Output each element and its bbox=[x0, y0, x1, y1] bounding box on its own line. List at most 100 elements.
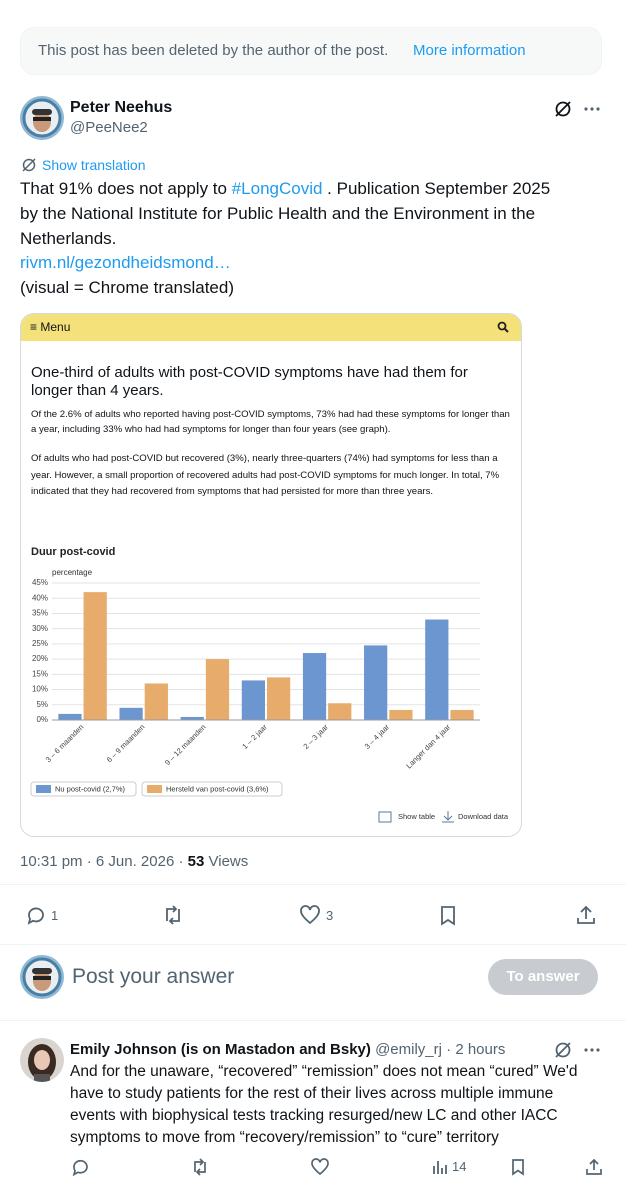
reply-text-line: events with biophysical tests tracking r… bbox=[70, 1107, 558, 1124]
views-icon[interactable] bbox=[430, 1157, 450, 1177]
answer-button[interactable]: To answer bbox=[488, 959, 598, 995]
y-tick-label: 0% bbox=[36, 715, 48, 724]
legend-box bbox=[30, 781, 137, 797]
y-tick-label: 45% bbox=[32, 578, 48, 587]
bar bbox=[180, 716, 204, 720]
divider bbox=[0, 1020, 626, 1021]
bar bbox=[144, 683, 168, 720]
more-icon[interactable] bbox=[582, 1040, 602, 1060]
text: . Publication September 2025 bbox=[322, 179, 551, 198]
reply-author-handle[interactable]: @emily_rj bbox=[375, 1041, 442, 1058]
bar bbox=[450, 709, 474, 720]
post-link[interactable]: rivm.nl/gezondheidsmond… bbox=[20, 253, 231, 272]
image-paragraph: Of the 2.6% of adults who reported havin… bbox=[31, 409, 510, 435]
bar bbox=[205, 659, 230, 720]
more-icon[interactable] bbox=[582, 99, 602, 119]
share-icon[interactable] bbox=[584, 1157, 604, 1177]
x-tick-label: 1 – 2 jaar bbox=[240, 722, 269, 751]
x-tick-label: 3 – 6 maanden bbox=[44, 722, 86, 764]
reply-text-line: symptoms to move from “recovery/remissio… bbox=[70, 1129, 499, 1146]
y-tick-label: 20% bbox=[32, 654, 48, 663]
reply-icon[interactable] bbox=[70, 1157, 90, 1177]
y-tick-label: 40% bbox=[32, 593, 48, 602]
download-label: Download data bbox=[458, 812, 509, 821]
author-name[interactable]: Peter Neehus bbox=[70, 99, 173, 116]
text: That 91% does not apply to bbox=[20, 179, 232, 198]
table-icon bbox=[378, 811, 392, 823]
menu-bar: ≡ Menu bbox=[21, 314, 521, 341]
bar bbox=[389, 709, 413, 720]
divider bbox=[0, 884, 626, 885]
notice-text: This post has been deleted by the author… bbox=[38, 42, 389, 59]
bookmark-icon[interactable] bbox=[508, 1157, 528, 1177]
avatar[interactable] bbox=[20, 1038, 64, 1082]
legend-swatch bbox=[147, 785, 162, 793]
reply-header: Emily Johnson (is on Mastadon and Bsky) … bbox=[70, 1041, 506, 1058]
bar bbox=[267, 677, 291, 720]
translate-icon bbox=[22, 158, 36, 172]
y-tick-label: 5% bbox=[36, 700, 48, 709]
like-icon[interactable] bbox=[299, 904, 321, 926]
reply-text-line: And for the unaware, “recovered” “remiss… bbox=[70, 1063, 578, 1080]
share-icon[interactable] bbox=[575, 904, 597, 926]
image-heading: One-third of adults with post-COVID symp… bbox=[31, 364, 468, 399]
bar bbox=[119, 707, 143, 720]
reply-icon[interactable] bbox=[25, 904, 47, 926]
reply-time[interactable]: 2 hours bbox=[455, 1041, 506, 1058]
reply-count: 1 bbox=[51, 908, 59, 923]
notice-link[interactable]: More information bbox=[413, 42, 526, 59]
grok-icon[interactable] bbox=[553, 1040, 573, 1060]
reply-text-line: have to study patients for the rest of t… bbox=[70, 1085, 554, 1102]
y-tick-label: 15% bbox=[32, 669, 48, 678]
bar bbox=[302, 653, 327, 720]
bookmark-icon[interactable] bbox=[437, 904, 459, 926]
chart: Duur post-covid percentage 0% 5% 10% 15% 20% 25… bbox=[30, 546, 509, 823]
hashtag[interactable]: #LongCovid bbox=[231, 179, 323, 198]
avatar[interactable] bbox=[20, 96, 64, 140]
x-tick-label: 3 – 4 jaar bbox=[363, 722, 392, 751]
x-tick-label: 9 – 12 maanden bbox=[163, 722, 208, 767]
reply-author-name[interactable]: Emily Johnson (is on Mastadon and Bsky) bbox=[70, 1041, 371, 1058]
x-tick-label: 6 – 9 maanden bbox=[105, 722, 147, 764]
bar bbox=[328, 703, 352, 720]
views-label: Views bbox=[208, 853, 249, 870]
like-count: 3 bbox=[326, 908, 334, 923]
y-tick-label: 35% bbox=[32, 609, 48, 618]
author-handle[interactable]: @PeeNee2 bbox=[70, 119, 148, 136]
x-tick-label: 2 – 3 jaar bbox=[301, 722, 330, 751]
y-tick-label: 30% bbox=[32, 624, 48, 633]
menu-label: ≡ Menu bbox=[30, 320, 71, 334]
grok-icon[interactable] bbox=[553, 99, 573, 119]
post-image[interactable]: ≡ Menu One-third of adults with post-COV… bbox=[20, 313, 522, 837]
legend-box bbox=[141, 781, 283, 797]
reply-views: 14 bbox=[452, 1159, 467, 1174]
view-count: 53 bbox=[187, 853, 205, 870]
post-time[interactable]: 10:31 pm bbox=[20, 853, 83, 870]
post-text-line: (visual = Chrome translated) bbox=[20, 278, 235, 297]
post-date[interactable]: 6 Jun. 2026 bbox=[95, 853, 175, 870]
avatar[interactable] bbox=[20, 955, 64, 999]
legend-label: Nu post-covid (2,7%) bbox=[55, 784, 126, 793]
legend-swatch bbox=[36, 785, 51, 793]
show-table-label: Show table bbox=[398, 812, 435, 821]
post-text-line: by the National Institute for Public Hea… bbox=[20, 204, 536, 223]
x-tick-label: Langer dan 4 jaar bbox=[404, 722, 452, 770]
y-axis-label: percentage bbox=[52, 568, 93, 577]
legend-label: Hersteld van post-covid (3,6%) bbox=[166, 784, 269, 793]
composer-placeholder[interactable]: Post your answer bbox=[72, 965, 235, 988]
repost-icon[interactable] bbox=[190, 1157, 210, 1177]
menu-text: Menu bbox=[40, 320, 71, 334]
post-meta: 10:31 pm · 6 Jun. 2026 · 53 Views bbox=[20, 853, 249, 870]
post-text-line: That 91% does not apply to #LongCovid . … bbox=[20, 179, 550, 199]
like-icon[interactable] bbox=[310, 1157, 330, 1177]
show-translation[interactable]: Show translation bbox=[42, 157, 146, 173]
bar bbox=[241, 680, 265, 720]
image-paragraph: Of adults who had post-COVID but recover… bbox=[31, 453, 500, 497]
repost-icon[interactable] bbox=[162, 904, 184, 926]
divider bbox=[0, 944, 626, 945]
bar bbox=[83, 592, 107, 720]
deleted-notice: This post has been deleted by the author… bbox=[20, 27, 602, 75]
bar bbox=[364, 645, 388, 720]
bar bbox=[425, 619, 449, 720]
